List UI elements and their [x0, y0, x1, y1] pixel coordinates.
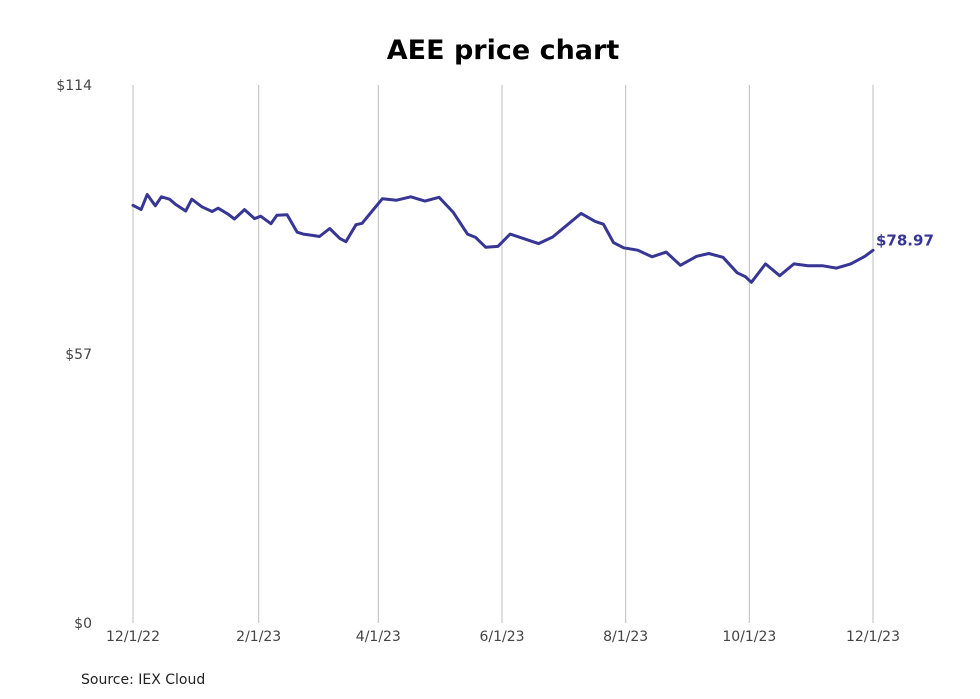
source-note: Source: IEX Cloud: [81, 672, 205, 688]
x-tick-label: 10/1/23: [722, 629, 776, 645]
price-line: [131, 193, 875, 284]
y-axis: $114 $57 $0: [56, 78, 92, 632]
y-tick-label: $57: [65, 347, 92, 363]
gridlines: [132, 85, 874, 623]
chart-title: AEE price chart: [387, 35, 620, 66]
x-axis: 12/1/22 2/1/23 4/1/23 6/1/23 8/1/23 10/1/23 12…: [106, 629, 900, 645]
last-price-label: $78.97: [876, 231, 934, 249]
x-tick-label: 6/1/23: [479, 629, 524, 645]
x-tick-label: 4/1/23: [356, 629, 401, 645]
x-tick-label: 8/1/23: [603, 629, 648, 645]
y-tick-label: $114: [56, 78, 92, 94]
x-tick-label: 2/1/23: [236, 629, 281, 645]
y-tick-label: $0: [74, 616, 92, 632]
x-tick-label: 12/1/23: [846, 629, 900, 645]
x-tick-label: 12/1/22: [106, 629, 160, 645]
